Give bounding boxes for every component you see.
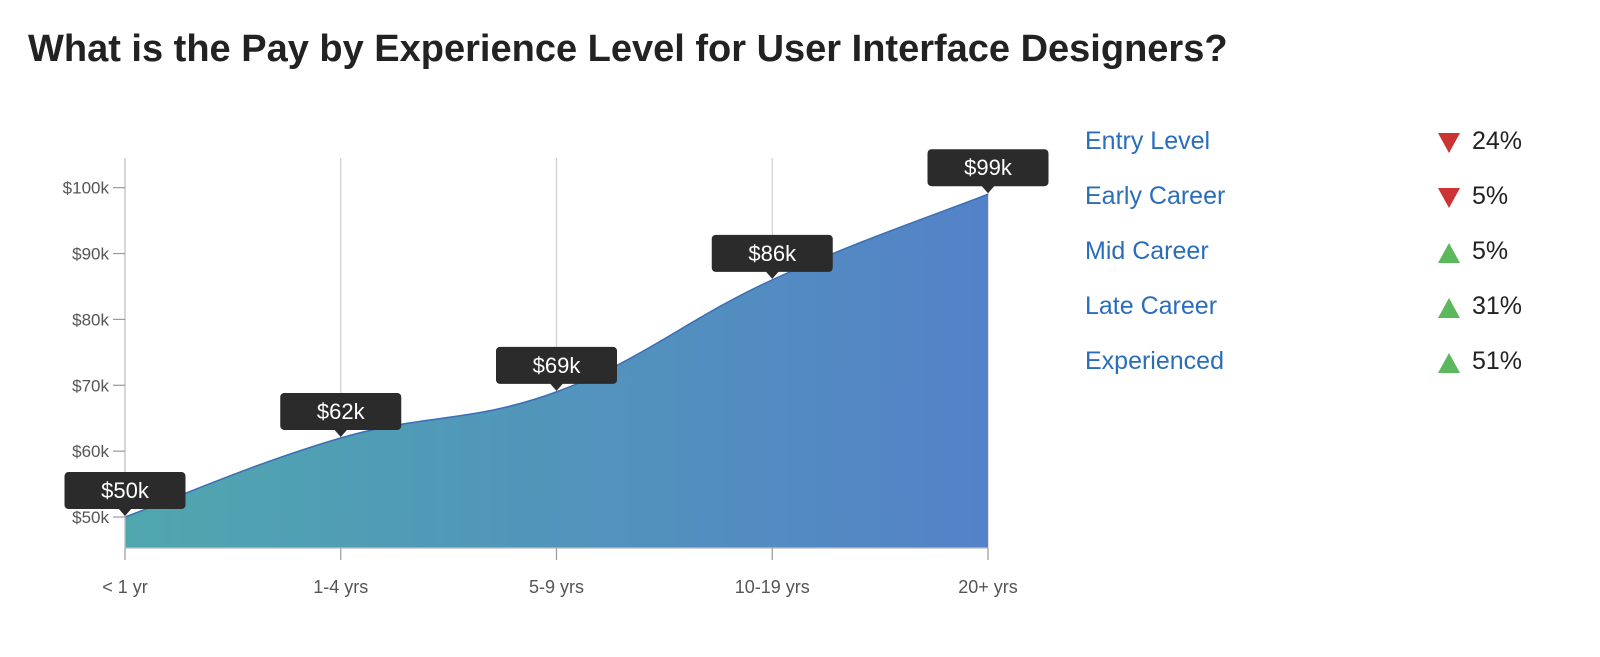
y-tick-label: $60k [72,442,109,461]
data-label-box [927,149,1049,187]
legend-percent: 24% [1472,127,1523,155]
data-label-text: $99k [964,155,1013,180]
data-label-box [496,346,617,384]
y-tick-label: $80k [72,310,109,329]
legend-percent: 51% [1472,347,1523,375]
data-label-text: $50k [101,478,150,503]
x-tick-label: < 1 yr [102,577,148,597]
legend-row-experienced: Experienced 51% [1085,343,1565,398]
legend-percent: 5% [1472,237,1509,265]
legend-row-late-career: Late Career 31% [1085,288,1565,343]
legend-row-early-career: Early Career 5% [1085,178,1565,233]
data-label-box [64,472,186,510]
data-label: $99k [927,149,1049,194]
data-label-box [711,234,833,272]
legend-link-mid-career[interactable]: Mid Career [1085,237,1209,265]
data-label-text: $69k [533,353,582,378]
data-label-box [280,392,402,430]
data-label-text: $86k [748,241,797,266]
x-tick-label: 1-4 yrs [313,577,368,597]
arrow-up-icon [1438,298,1460,318]
arrow-up-icon [1438,243,1460,263]
experience-legend: Entry Level 24% Early Career 5% Mid Care… [1085,123,1565,398]
legend-percent: 5% [1472,182,1509,210]
data-label: $69k [496,346,617,391]
salary-line [124,193,989,518]
salary-area [125,194,988,549]
data-label-pointer [333,428,348,437]
x-tick-label: 20+ yrs [958,577,1018,597]
data-label-text: $62k [317,399,366,424]
legend-percent: 31% [1472,292,1523,320]
data-label-pointer [765,270,780,279]
legend-link-experienced[interactable]: Experienced [1085,347,1224,375]
arrow-down-icon [1438,133,1460,153]
data-label: $62k [280,392,402,437]
legend-link-entry-level[interactable]: Entry Level [1085,127,1211,155]
legend-link-early-career[interactable]: Early Career [1085,182,1226,210]
y-tick-label: $50k [72,508,109,527]
data-label-pointer [549,382,564,391]
legend-link-late-career[interactable]: Late Career [1085,292,1218,320]
arrow-up-icon [1438,353,1460,373]
data-label: $50k [64,472,186,517]
data-label-pointer [981,185,995,194]
page-title: What is the Pay by Experience Level for … [28,28,1228,70]
x-tick-label: 10-19 yrs [735,577,810,597]
legend-row-entry-level: Entry Level 24% [1085,123,1565,178]
y-tick-label: $100k [63,179,110,198]
x-tick-label: 5-9 yrs [529,577,584,597]
legend-row-mid-career: Mid Career 5% [1085,233,1565,288]
data-label: $86k [711,234,833,279]
y-tick-label: $90k [72,245,109,264]
data-label-pointer [118,508,132,517]
pay-area-chart: $50k $60k $70k $80k $90k $100k < 1 yr 1-4 yrs 5-… [63,149,1049,597]
y-tick-label: $70k [72,376,109,395]
arrow-down-icon [1438,188,1460,208]
